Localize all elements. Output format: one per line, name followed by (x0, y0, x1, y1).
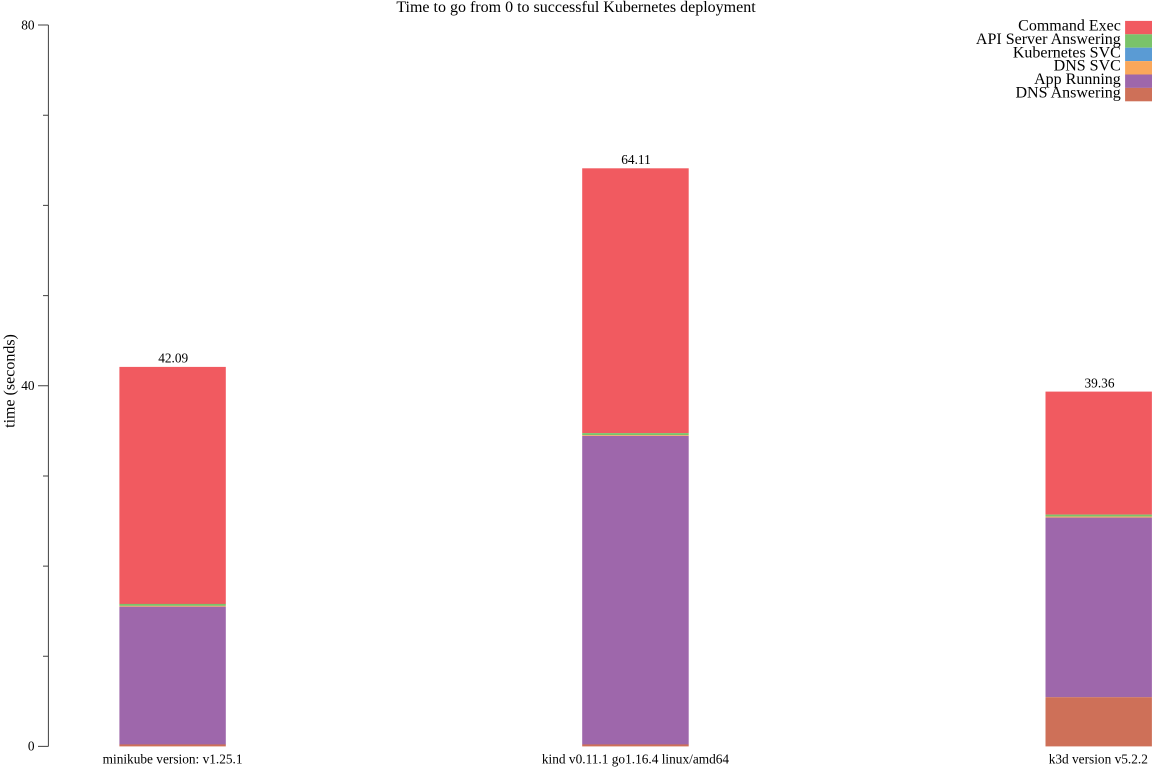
svg-text:k3d version v5.2.2: k3d version v5.2.2 (1049, 751, 1148, 766)
svg-text:DNS SVC: DNS SVC (1054, 58, 1121, 75)
svg-text:minikube version: v1.25.1: minikube version: v1.25.1 (103, 751, 243, 766)
svg-text:64.11: 64.11 (621, 152, 651, 167)
svg-text:DNS Answering: DNS Answering (1015, 85, 1120, 102)
svg-text:80: 80 (21, 17, 35, 32)
svg-text:0: 0 (28, 739, 35, 754)
svg-text:kind v0.11.1 go1.16.4 linux/am: kind v0.11.1 go1.16.4 linux/amd64 (542, 751, 730, 766)
svg-text:API Server Answering: API Server Answering (976, 31, 1121, 48)
svg-text:39.36: 39.36 (1085, 375, 1115, 390)
svg-text:App Running: App Running (1034, 71, 1121, 88)
svg-text:Command Exec: Command Exec (1018, 18, 1121, 35)
svg-text:time (seconds): time (seconds) (2, 334, 19, 428)
svg-text:42.09: 42.09 (158, 350, 188, 365)
svg-text:Kubernetes SVC: Kubernetes SVC (1013, 44, 1121, 61)
svg-text:Time to go from 0 to successfu: Time to go from 0 to successful Kubernet… (396, 0, 756, 16)
svg-text:40: 40 (21, 378, 35, 393)
